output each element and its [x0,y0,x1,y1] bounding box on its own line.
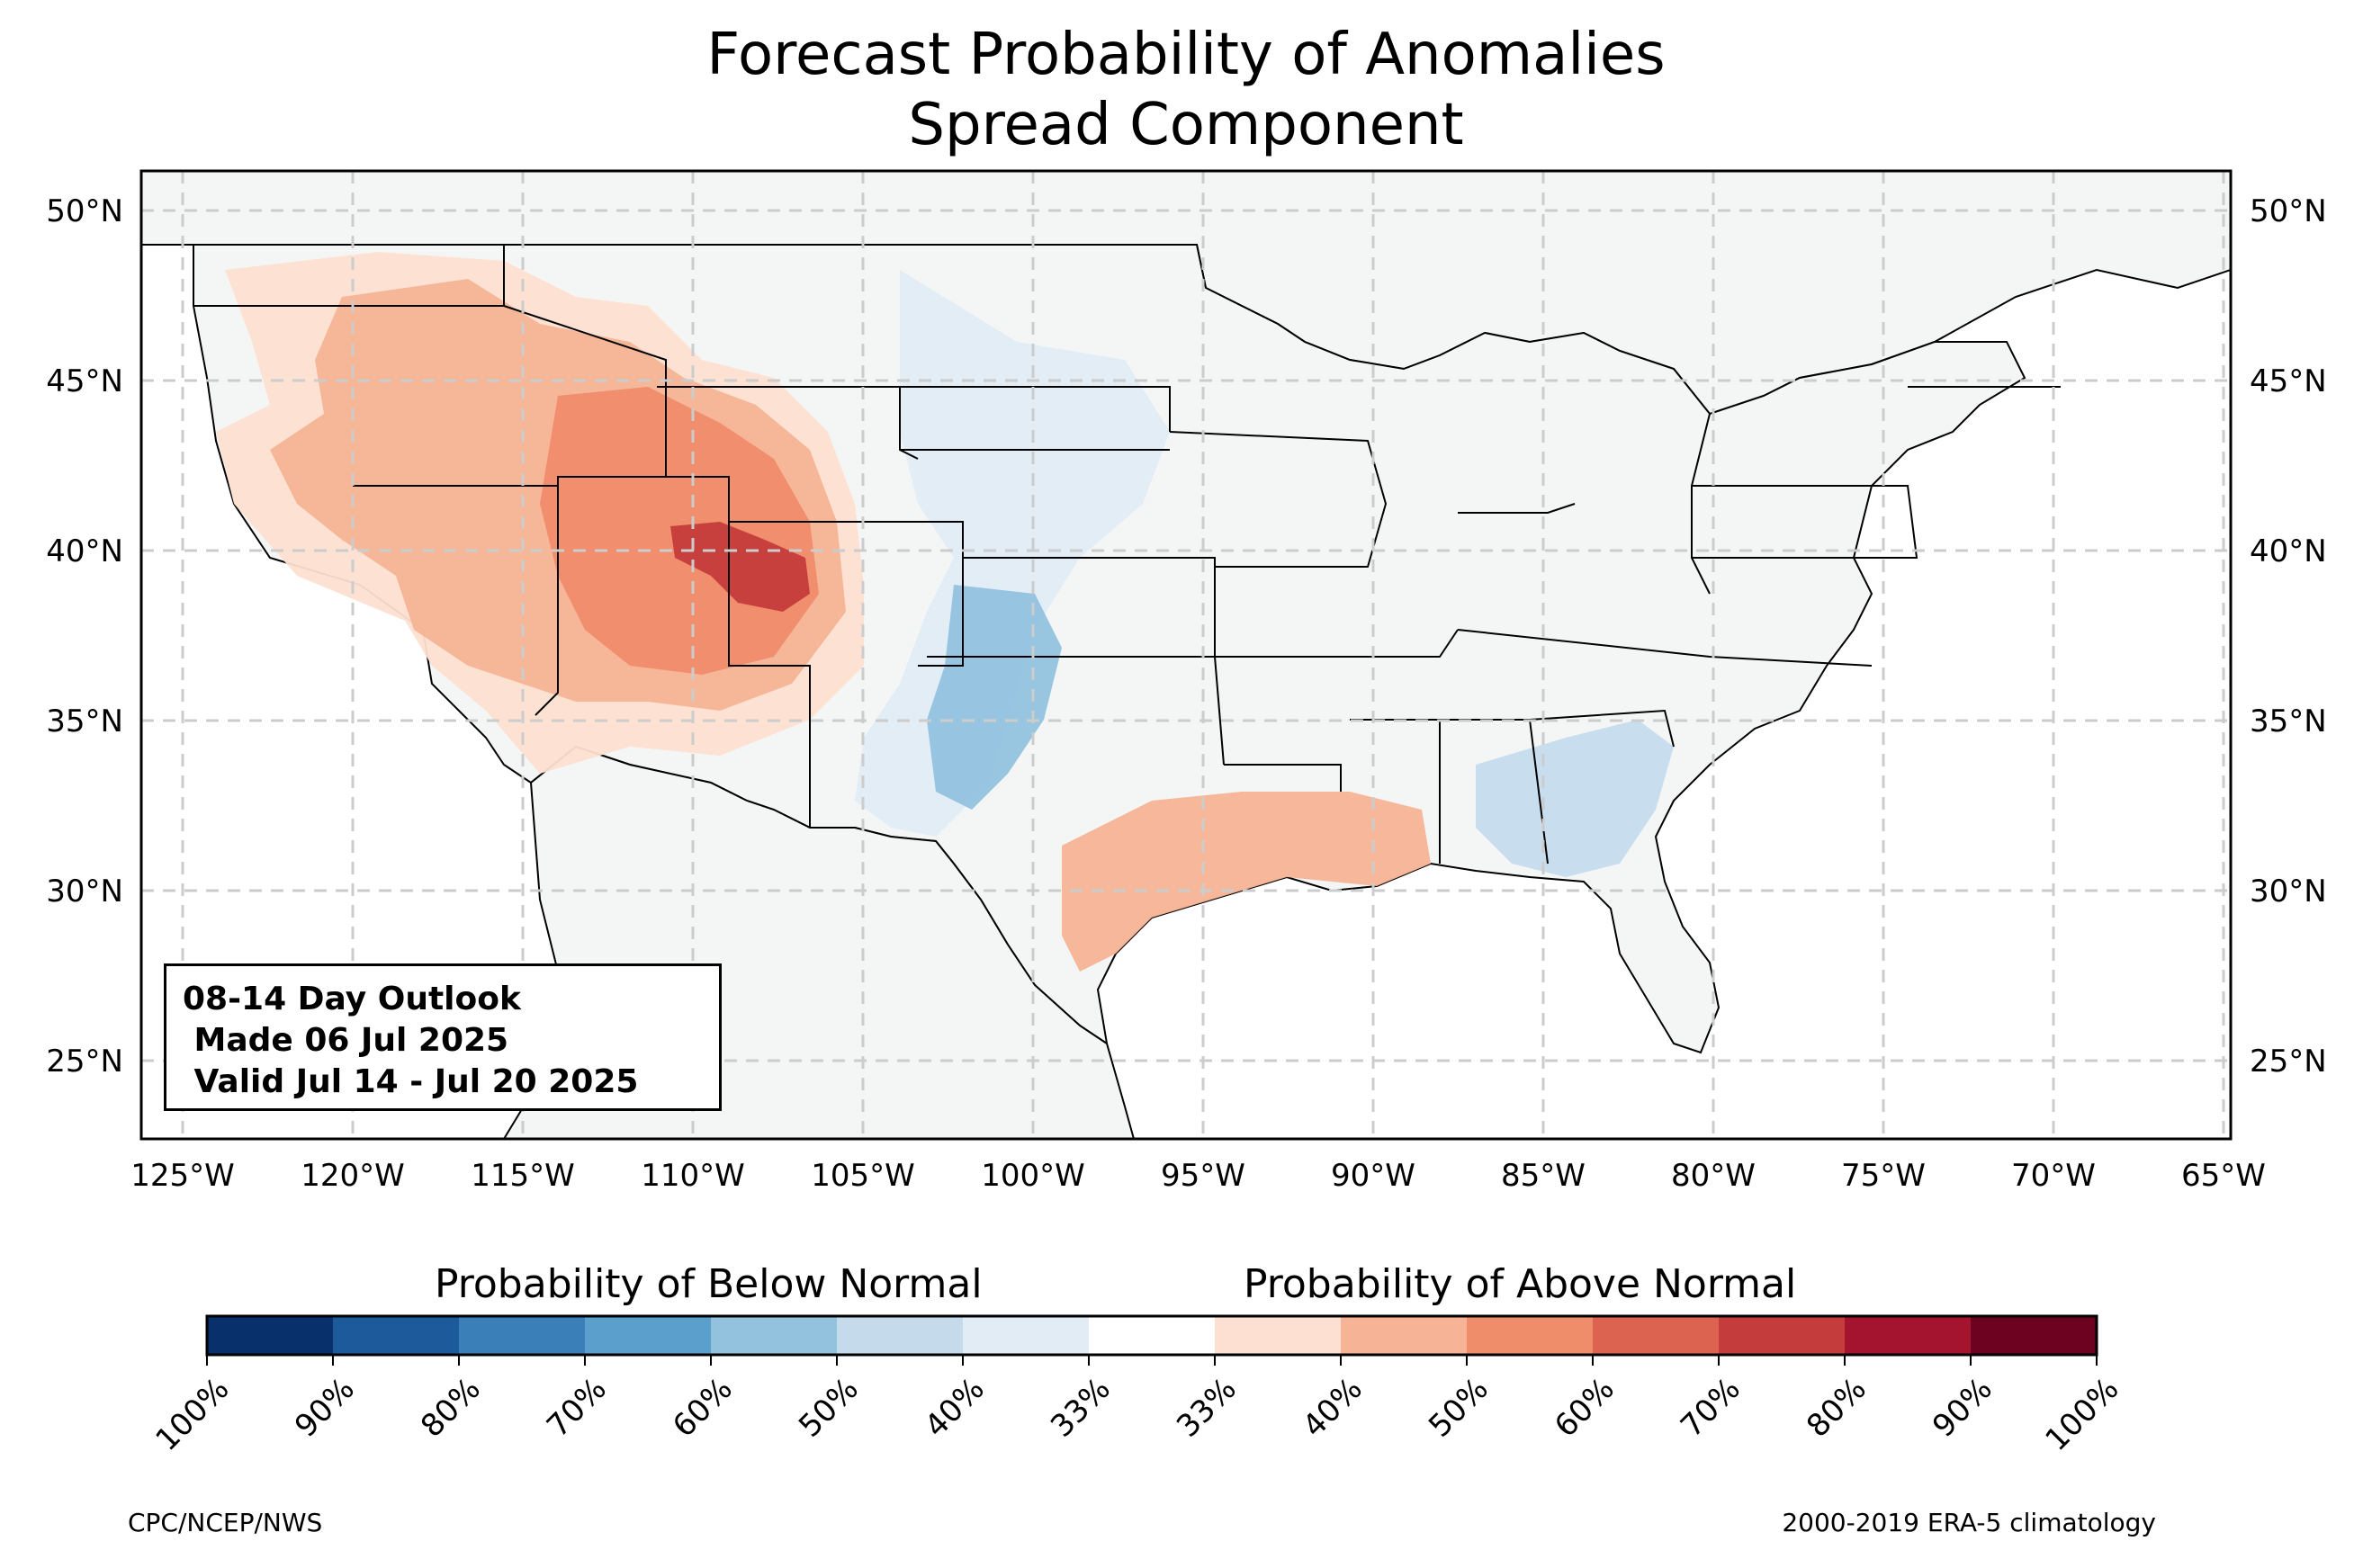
map-layer [141,171,2231,1139]
lon-label: 120°W [301,1158,405,1194]
colorbar-segment [963,1316,1090,1355]
colorbar-segment [459,1316,586,1355]
below-40-region-southeast [1476,720,1674,877]
colorbar-segment [1215,1316,1342,1355]
made-date: Made 06 Jul 2025 [183,1022,509,1059]
colorbar-segment [1971,1316,2098,1355]
below-40-region [855,270,1170,837]
colorbar [206,1316,2098,1366]
lat-label: 35°N [2250,703,2327,739]
lat-label: 25°N [2250,1044,2327,1080]
below-normal-heading: Probability of Below Normal [435,1261,983,1307]
chart-subtitle: Spread Component [908,92,1464,158]
lat-label: 45°N [2250,363,2327,399]
lon-label: 70°W [2011,1158,2096,1194]
outlook-period: 08-14 Day Outlook [183,981,521,1017]
lat-axis-labels-left: 50°N 45°N 40°N 35°N 30°N 25°N [46,193,123,1080]
colorbar-segment [1593,1316,1720,1355]
outlook-info-box: 08-14 Day Outlook Made 06 Jul 2025 Valid… [164,963,722,1111]
chart-title: Forecast Probability of Anomalies [706,22,1666,88]
lat-label: 30°N [46,874,123,909]
lat-label: 50°N [2250,193,2327,229]
colorbar-segment [585,1316,712,1355]
lon-label: 75°W [1841,1158,1926,1194]
lat-label: 50°N [46,193,123,229]
source-credit: CPC/NCEP/NWS [128,1508,323,1537]
colorbar-segment [1341,1316,1468,1355]
colorbar-segment [207,1316,334,1355]
lon-label: 65°W [2181,1158,2266,1194]
colorbar-segment [711,1316,838,1355]
colorbar-segment [1845,1316,1972,1355]
above-40-region-gulf [1062,792,1431,972]
colorbar-frame [205,1314,2098,1357]
lon-label: 110°W [641,1158,745,1194]
lon-label: 115°W [471,1158,575,1194]
lon-label: 105°W [811,1158,915,1194]
colorbar-segment [333,1316,460,1355]
state-borders [193,245,2061,865]
lon-label: 125°W [130,1158,235,1194]
lon-label: 85°W [1501,1158,1586,1194]
lon-axis-labels: 125°W 120°W 115°W 110°W 105°W 100°W 95°W… [130,1158,2266,1194]
valid-dates: Valid Jul 14 - Jul 20 2025 [183,1063,639,1100]
lat-axis-labels-right: 50°N 45°N 40°N 35°N 30°N 25°N [2250,193,2327,1080]
above-normal-heading: Probability of Above Normal [1244,1261,1797,1307]
climatology-note: 2000-2019 ERA-5 climatology [1782,1508,2156,1537]
lon-label: 80°W [1671,1158,1756,1194]
above-70-region [670,522,810,612]
probability-shading [216,252,1674,972]
map-frame [139,169,2233,1141]
colorbar-segment [1089,1316,1216,1355]
lon-label: 95°W [1161,1158,1245,1194]
colorbar-segment [1719,1316,1846,1355]
lat-label: 30°N [2250,874,2327,909]
lon-label: 100°W [981,1158,1085,1194]
colorbar-segment [1467,1316,1594,1355]
below-50-region [927,585,1062,810]
lat-label: 45°N [46,363,123,399]
lon-label: 90°W [1331,1158,1415,1194]
colorbar-segment [837,1316,964,1355]
lat-label: 40°N [46,533,123,569]
lat-label: 40°N [2250,533,2327,569]
lat-label: 25°N [46,1044,123,1080]
lat-label: 35°N [46,703,123,739]
